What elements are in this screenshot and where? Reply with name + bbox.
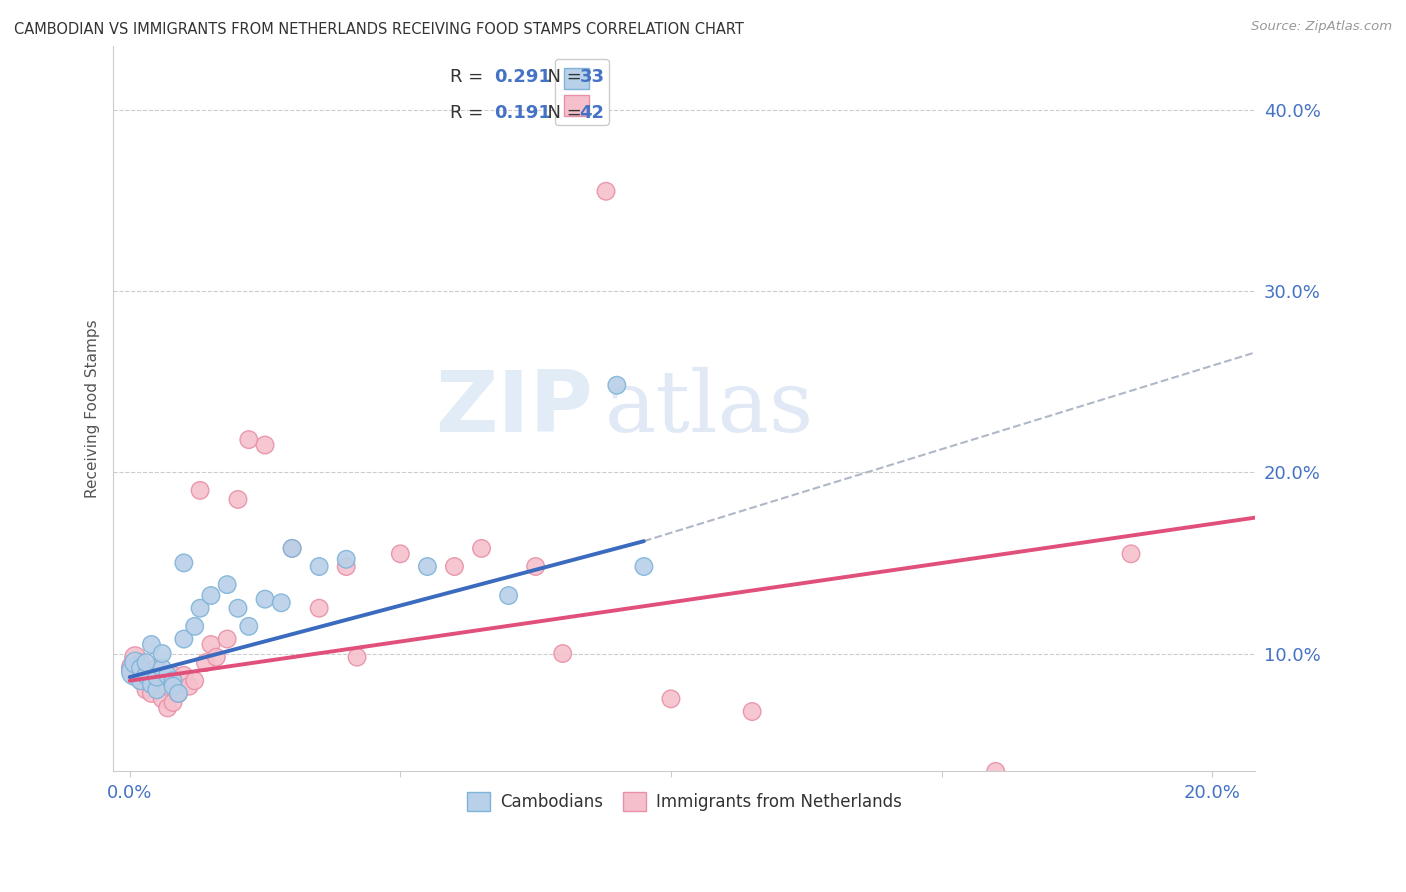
- Point: [150, 647, 173, 661]
- Point: [498, 589, 520, 603]
- Point: [194, 656, 217, 670]
- Point: [162, 668, 184, 682]
- Point: [188, 483, 211, 498]
- Point: [659, 691, 682, 706]
- Point: [183, 619, 205, 633]
- Point: [124, 650, 146, 665]
- Text: R =: R =: [450, 69, 489, 87]
- Point: [346, 650, 368, 665]
- Point: [270, 596, 292, 610]
- Point: [141, 677, 163, 691]
- Point: [238, 619, 260, 633]
- Point: [129, 656, 152, 670]
- Point: [183, 673, 205, 688]
- Point: [146, 679, 169, 693]
- Point: [443, 559, 465, 574]
- Point: [135, 668, 157, 682]
- Point: [135, 656, 157, 670]
- Text: atlas: atlas: [605, 368, 814, 450]
- Point: [226, 492, 249, 507]
- Point: [146, 682, 169, 697]
- Point: [200, 638, 222, 652]
- Point: [281, 541, 304, 556]
- Point: [188, 601, 211, 615]
- Point: [156, 679, 179, 693]
- Point: [162, 696, 184, 710]
- Point: [308, 559, 330, 574]
- Point: [129, 673, 152, 688]
- Point: [141, 686, 163, 700]
- Point: [524, 559, 547, 574]
- Point: [150, 661, 173, 675]
- Point: [135, 665, 157, 679]
- Text: R =: R =: [450, 104, 489, 122]
- Point: [146, 670, 169, 684]
- Point: [150, 673, 173, 688]
- Point: [416, 559, 439, 574]
- Point: [238, 433, 260, 447]
- Text: ZIP: ZIP: [436, 368, 593, 450]
- Point: [470, 541, 492, 556]
- Point: [281, 541, 304, 556]
- Text: Source: ZipAtlas.com: Source: ZipAtlas.com: [1251, 20, 1392, 33]
- Point: [162, 679, 184, 693]
- Point: [389, 547, 412, 561]
- Point: [217, 632, 239, 646]
- Point: [226, 601, 249, 615]
- Point: [124, 661, 146, 675]
- Y-axis label: Receiving Food Stamps: Receiving Food Stamps: [86, 319, 100, 498]
- Text: 42: 42: [579, 104, 605, 122]
- Point: [179, 679, 201, 693]
- Point: [167, 686, 190, 700]
- Text: N =: N =: [536, 104, 588, 122]
- Point: [141, 638, 163, 652]
- Text: 0.291: 0.291: [494, 69, 551, 87]
- Point: [135, 682, 157, 697]
- Point: [173, 668, 195, 682]
- Point: [129, 661, 152, 675]
- Point: [156, 701, 179, 715]
- Point: [335, 559, 357, 574]
- Point: [606, 378, 628, 392]
- Text: 0.191: 0.191: [494, 104, 551, 122]
- Point: [984, 764, 1007, 779]
- Legend: Cambodians, Immigrants from Netherlands: Cambodians, Immigrants from Netherlands: [460, 785, 908, 817]
- Point: [124, 665, 146, 679]
- Point: [254, 592, 277, 607]
- Point: [200, 589, 222, 603]
- Point: [335, 552, 357, 566]
- Point: [217, 577, 239, 591]
- Point: [308, 601, 330, 615]
- Point: [205, 650, 228, 665]
- Point: [254, 438, 277, 452]
- Point: [150, 691, 173, 706]
- Point: [124, 656, 146, 670]
- Text: CAMBODIAN VS IMMIGRANTS FROM NETHERLANDS RECEIVING FOOD STAMPS CORRELATION CHART: CAMBODIAN VS IMMIGRANTS FROM NETHERLANDS…: [14, 22, 744, 37]
- Point: [173, 632, 195, 646]
- Point: [741, 705, 763, 719]
- Point: [162, 673, 184, 688]
- Point: [633, 559, 655, 574]
- Point: [141, 668, 163, 682]
- Point: [146, 661, 169, 675]
- Point: [129, 673, 152, 688]
- Point: [167, 686, 190, 700]
- Point: [551, 647, 574, 661]
- Point: [156, 668, 179, 682]
- Point: [173, 556, 195, 570]
- Point: [1119, 547, 1142, 561]
- Text: 33: 33: [579, 69, 605, 87]
- Point: [595, 184, 617, 198]
- Text: N =: N =: [536, 69, 588, 87]
